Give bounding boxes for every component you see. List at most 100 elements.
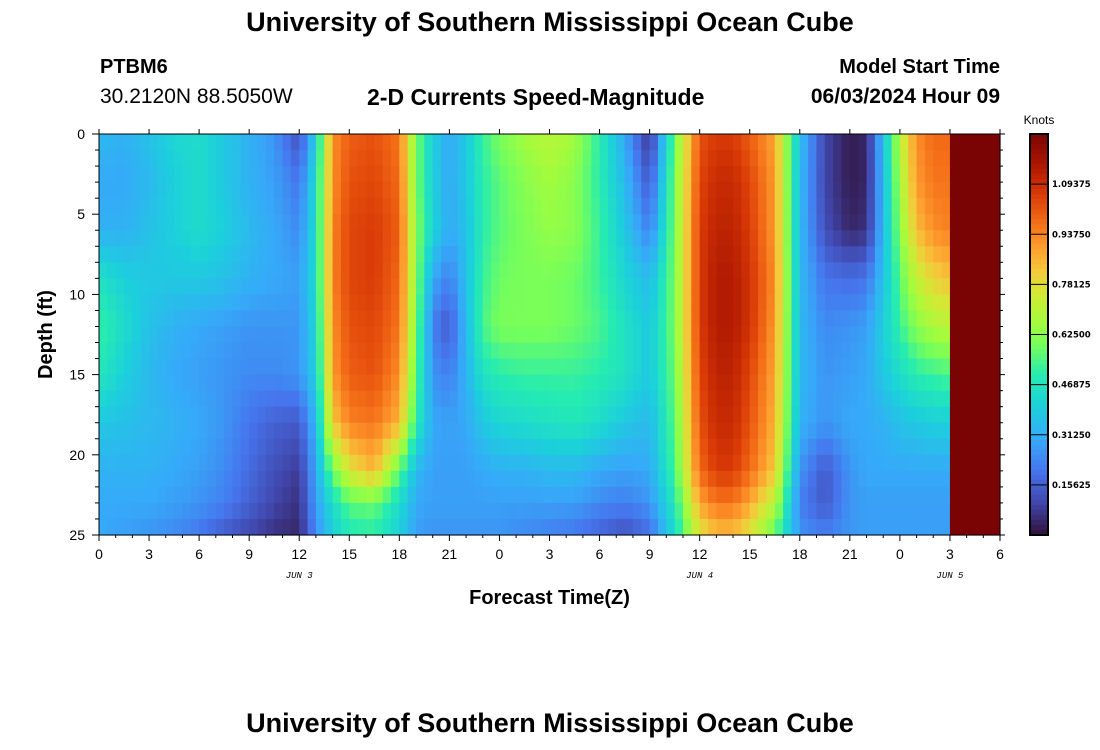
heatmap-cell xyxy=(808,182,818,199)
heatmap-cell xyxy=(566,182,576,199)
heatmap-cell xyxy=(632,262,642,279)
heatmap-cell xyxy=(457,246,467,263)
heatmap-cell xyxy=(708,294,717,312)
heatmap-cell xyxy=(340,358,350,376)
heatmap-cell xyxy=(290,358,300,376)
heatmap-cell xyxy=(833,214,843,231)
heatmap-cell xyxy=(124,454,133,472)
heatmap-cell xyxy=(582,358,592,376)
heatmap-cell xyxy=(157,310,167,328)
heatmap-cell xyxy=(557,230,567,247)
heatmap-cell xyxy=(649,438,659,456)
heatmap-cell xyxy=(240,182,250,199)
heatmap-cell xyxy=(407,326,417,344)
heatmap-cell xyxy=(699,166,709,183)
heatmap-cell xyxy=(449,326,459,344)
heatmap-cell xyxy=(382,246,392,263)
heatmap-cell xyxy=(274,230,284,247)
heatmap-cell xyxy=(340,454,350,472)
heatmap-cell xyxy=(199,358,209,376)
heatmap-cell xyxy=(215,422,225,440)
heatmap-cell xyxy=(282,294,292,312)
heatmap-cell xyxy=(549,214,559,231)
heatmap-cell xyxy=(449,214,459,231)
heatmap-cell xyxy=(290,486,300,504)
heatmap-cell xyxy=(432,454,442,472)
heatmap-cell xyxy=(516,326,526,344)
heatmap-cell xyxy=(282,134,292,151)
heatmap-cell xyxy=(699,230,709,247)
heatmap-cell xyxy=(482,470,492,488)
heatmap-cell xyxy=(983,262,993,279)
heatmap-cell xyxy=(215,358,225,376)
heatmap-cell xyxy=(407,198,417,215)
heatmap-cell xyxy=(874,454,884,472)
heatmap-cell xyxy=(741,150,751,167)
heatmap-cell xyxy=(716,294,726,312)
heatmap-cell xyxy=(607,150,617,167)
heatmap-cell xyxy=(766,326,776,344)
heatmap-cell xyxy=(824,438,834,456)
heatmap-cell xyxy=(174,278,184,295)
heatmap-cell xyxy=(783,150,793,167)
heatmap-cell xyxy=(482,294,492,312)
heatmap-cell xyxy=(207,262,217,279)
heatmap-cell xyxy=(541,182,551,199)
heatmap-cell xyxy=(374,342,384,360)
heatmap-cell xyxy=(390,454,400,472)
heatmap-cell xyxy=(382,230,392,247)
y-axis-title: Depth (ft) xyxy=(35,290,57,379)
heatmap-cell xyxy=(290,262,300,279)
heatmap-cell xyxy=(449,470,459,488)
heatmap-cell xyxy=(274,358,284,376)
heatmap-cell xyxy=(307,198,317,215)
heatmap-cell xyxy=(149,294,158,312)
heatmap-cell xyxy=(124,470,133,488)
heatmap-cell xyxy=(449,134,459,151)
heatmap-cell xyxy=(616,182,626,199)
heatmap-cell xyxy=(949,470,959,488)
heatmap-cell xyxy=(282,438,292,456)
heatmap-cell xyxy=(215,246,225,263)
heatmap-cell xyxy=(983,326,993,344)
heatmap-cell xyxy=(666,166,676,183)
heatmap-cell xyxy=(491,326,501,344)
heatmap-cell xyxy=(441,246,450,263)
heatmap-cell xyxy=(466,518,476,536)
heatmap-cell xyxy=(958,438,968,456)
heatmap-cell xyxy=(799,422,809,440)
heatmap-cell xyxy=(299,262,309,279)
heatmap-cell xyxy=(315,182,325,199)
heatmap-cell xyxy=(199,294,209,312)
colorbar-segment xyxy=(1030,519,1048,526)
heatmap-cell xyxy=(749,358,759,376)
heatmap-cell xyxy=(482,246,492,263)
heatmap-cell xyxy=(557,326,567,344)
heatmap-cell xyxy=(824,166,834,183)
colorbar-segment xyxy=(1030,489,1048,496)
heatmap-cell xyxy=(357,406,367,424)
heatmap-cell xyxy=(699,294,709,312)
heatmap-cell xyxy=(474,182,484,199)
heatmap-cell xyxy=(507,326,517,344)
heatmap-cell xyxy=(549,262,559,279)
heatmap-cell xyxy=(491,454,501,472)
heatmap-cell xyxy=(324,310,334,328)
heatmap-cell xyxy=(265,438,275,456)
heatmap-cell xyxy=(482,422,492,440)
heatmap-cell xyxy=(883,390,893,408)
heatmap-cell xyxy=(549,438,559,456)
heatmap-cell xyxy=(466,390,476,408)
heatmap-cell xyxy=(699,246,709,263)
heatmap-cell xyxy=(466,278,476,295)
heatmap-cell xyxy=(332,454,342,472)
heatmap-cell xyxy=(841,454,851,472)
heatmap-cell xyxy=(724,438,734,456)
heatmap-cell xyxy=(657,342,667,360)
heatmap-cell xyxy=(733,310,742,328)
heatmap-cell xyxy=(766,470,776,488)
heatmap-cell xyxy=(883,422,893,440)
heatmap-cell xyxy=(758,150,767,167)
heatmap-cell xyxy=(324,182,334,199)
heatmap-cell xyxy=(132,182,142,199)
